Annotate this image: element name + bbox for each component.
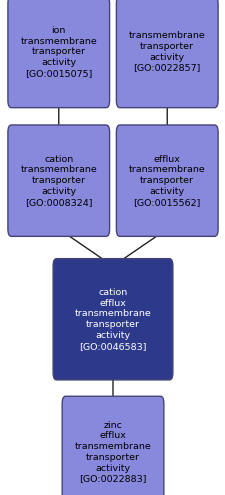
FancyBboxPatch shape <box>8 125 109 237</box>
Text: cation
efflux
transmembrane
transporter
activity
[GO:0046583]: cation efflux transmembrane transporter … <box>74 288 151 350</box>
Text: zinc
efflux
transmembrane
transporter
activity
[GO:0022883]: zinc efflux transmembrane transporter ac… <box>74 421 151 483</box>
Text: transmembrane
transporter
activity
[GO:0022857]: transmembrane transporter activity [GO:0… <box>128 31 205 73</box>
FancyBboxPatch shape <box>116 0 217 108</box>
FancyBboxPatch shape <box>8 0 109 108</box>
Text: ion
transmembrane
transporter
activity
[GO:0015075]: ion transmembrane transporter activity [… <box>20 26 97 78</box>
Text: cation
transmembrane
transporter
activity
[GO:0008324]: cation transmembrane transporter activit… <box>20 154 97 207</box>
FancyBboxPatch shape <box>62 396 163 495</box>
Text: efflux
transmembrane
transporter
activity
[GO:0015562]: efflux transmembrane transporter activit… <box>128 154 205 207</box>
FancyBboxPatch shape <box>116 125 217 237</box>
FancyBboxPatch shape <box>53 258 172 380</box>
